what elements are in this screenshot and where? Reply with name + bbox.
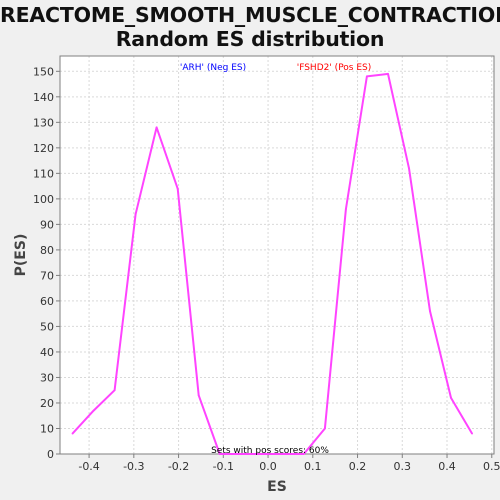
data-point: [387, 72, 389, 75]
data-point: [155, 126, 158, 129]
data-point: [281, 453, 284, 455]
x-tick-label: 0.5: [483, 460, 500, 473]
y-axis-label: P(ES): [13, 234, 29, 277]
x-tick-label: 0.2: [349, 460, 367, 473]
y-tick-label: 20: [40, 397, 54, 410]
x-tick-label: -0.4: [78, 460, 99, 473]
plot-area: [60, 56, 494, 454]
y-tick-label: 120: [33, 142, 54, 155]
data-point: [450, 396, 452, 399]
y-tick-label: 0: [47, 448, 54, 461]
y-tick-label: 30: [40, 371, 54, 384]
data-point: [239, 453, 242, 455]
x-tick-label: 0.1: [304, 460, 322, 473]
chart-title-line-1: REACTOME_SMOOTH_MUSCLE_CONTRACTION:: [0, 3, 500, 27]
x-tick-label: -0.3: [123, 460, 144, 473]
data-point: [471, 432, 473, 435]
data-point: [113, 389, 116, 392]
x-tick-label: 0.0: [259, 460, 277, 473]
data-point: [218, 453, 221, 455]
data-point: [260, 453, 263, 455]
data-point: [429, 310, 431, 313]
chart-title-line-2: Random ES distribution: [115, 27, 385, 51]
y-tick-label: 50: [40, 320, 54, 333]
y-tick-label: 60: [40, 295, 54, 308]
annotation-label: Sets with pos scores: 60%: [211, 446, 329, 456]
data-point: [408, 167, 410, 170]
x-tick-label: -0.1: [213, 460, 234, 473]
y-tick-label: 90: [40, 218, 54, 231]
y-tick-label: 100: [33, 193, 54, 206]
y-tick-label: 140: [33, 91, 54, 104]
annotation-label: 'FSHD2' (Pos ES): [297, 63, 372, 73]
y-tick-label: 80: [40, 244, 54, 257]
y-tick-label: 40: [40, 346, 54, 359]
y-tick-label: 70: [40, 269, 54, 282]
x-tick-label: -0.2: [168, 460, 189, 473]
data-point: [134, 213, 137, 216]
series-line: [71, 72, 473, 455]
x-tick-label: 0.4: [438, 460, 456, 473]
data-point: [302, 453, 305, 455]
data-point: [345, 208, 347, 210]
annotation-label: 'ARH' (Neg ES): [180, 63, 246, 73]
data-point: [323, 427, 326, 430]
x-axis-label: ES: [267, 479, 287, 495]
data-point: [176, 187, 179, 190]
data-point: [92, 409, 95, 412]
data-point: [71, 432, 74, 435]
y-tick-label: 130: [33, 116, 54, 129]
y-tick-label: 10: [40, 422, 54, 435]
data-point: [197, 394, 200, 397]
data-point: [366, 75, 368, 78]
y-tick-label: 150: [33, 65, 54, 78]
x-tick-label: 0.3: [394, 460, 412, 473]
y-tick-label: 110: [33, 167, 54, 180]
